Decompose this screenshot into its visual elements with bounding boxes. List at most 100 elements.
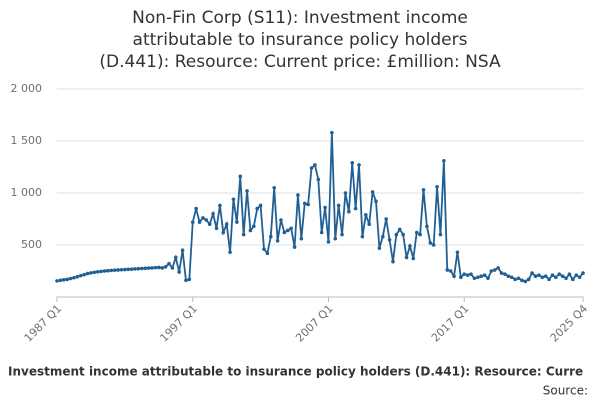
data-point	[272, 186, 276, 190]
data-point	[268, 234, 273, 239]
x-tick-label: 2007 Q1	[293, 302, 336, 345]
data-point	[520, 278, 524, 283]
data-point	[455, 250, 460, 255]
data-point	[530, 271, 534, 275]
data-point	[333, 236, 338, 241]
source: Source:	[543, 384, 588, 398]
data-point	[157, 265, 161, 270]
data-point	[123, 267, 127, 272]
data-point	[92, 270, 97, 275]
data-point	[374, 199, 378, 204]
data-point	[489, 269, 494, 273]
data-point	[438, 232, 443, 237]
data-point	[357, 163, 361, 167]
data-point	[201, 216, 205, 220]
data-point	[289, 226, 293, 231]
x-tick-label: 2017 Q1	[429, 302, 472, 345]
data-point	[319, 230, 324, 235]
data-point	[554, 275, 558, 280]
data-point	[394, 232, 399, 237]
data-point	[136, 266, 141, 271]
data-point	[347, 209, 351, 214]
data-point	[245, 189, 249, 193]
data-point	[258, 203, 263, 208]
data-point	[476, 275, 480, 280]
data-point	[499, 271, 504, 275]
data-point	[292, 245, 297, 249]
data-point	[377, 246, 382, 250]
data-point	[550, 273, 555, 277]
data-point	[89, 271, 93, 275]
data-point	[296, 193, 300, 197]
data-point	[370, 190, 375, 194]
x-tick-label: 2025 Q4	[548, 302, 591, 345]
data-point	[170, 266, 175, 270]
data-point	[285, 228, 290, 233]
data-point	[167, 261, 171, 266]
data-point	[567, 272, 572, 276]
data-point	[445, 268, 450, 272]
data-point	[279, 218, 283, 222]
data-point	[540, 275, 545, 280]
data-point	[418, 232, 422, 237]
data-point	[482, 273, 487, 277]
y-tick-label: 1 000	[11, 186, 43, 199]
data-point	[571, 277, 575, 282]
data-point	[516, 276, 521, 281]
data-point	[543, 274, 548, 279]
data-point	[99, 269, 103, 274]
data-point	[190, 220, 195, 224]
data-point	[194, 206, 198, 211]
data-point	[560, 274, 565, 279]
data-point	[452, 274, 456, 279]
data-point	[302, 201, 307, 206]
data-point	[360, 234, 365, 239]
data-point	[282, 230, 287, 235]
data-point	[306, 202, 310, 207]
data-point	[462, 272, 467, 276]
data-point	[343, 191, 348, 195]
data-point	[211, 212, 215, 216]
data-point	[214, 226, 219, 231]
data-point	[275, 239, 280, 243]
data-point	[265, 251, 270, 256]
data-point	[95, 270, 100, 274]
data-point	[581, 271, 585, 275]
data-point	[421, 188, 426, 192]
data-point	[479, 274, 483, 279]
data-point	[82, 272, 86, 277]
data-point	[187, 277, 192, 282]
y-tick-label: 2 000	[11, 82, 43, 95]
data-point	[221, 230, 226, 235]
y-tick-label: 1 500	[11, 134, 43, 147]
data-point	[364, 213, 368, 217]
data-point	[326, 240, 331, 244]
data-point	[414, 230, 419, 235]
data-point	[231, 197, 236, 202]
data-point	[537, 273, 541, 277]
data-point	[65, 277, 69, 282]
data-point	[55, 279, 59, 283]
data-point	[218, 203, 222, 208]
data-point	[309, 166, 314, 170]
data-point	[313, 163, 317, 167]
data-point	[547, 277, 551, 282]
data-point	[255, 206, 260, 211]
data-point	[526, 277, 531, 282]
data-point	[58, 278, 63, 283]
data-point	[384, 217, 388, 221]
data-point	[469, 272, 473, 276]
data-point	[492, 268, 497, 272]
data-point	[262, 247, 266, 251]
y-tick-label: 500	[21, 238, 42, 251]
data-point	[116, 268, 120, 272]
data-point	[68, 276, 73, 281]
data-point	[61, 278, 66, 282]
x-tick-label: 1987 Q1	[22, 302, 65, 345]
series-line	[56, 132, 584, 283]
chart-title: Non-Fin Corp (S11): Investment income att…	[99, 8, 501, 72]
data-point	[442, 158, 446, 163]
data-point	[503, 272, 507, 276]
data-point	[119, 267, 124, 272]
